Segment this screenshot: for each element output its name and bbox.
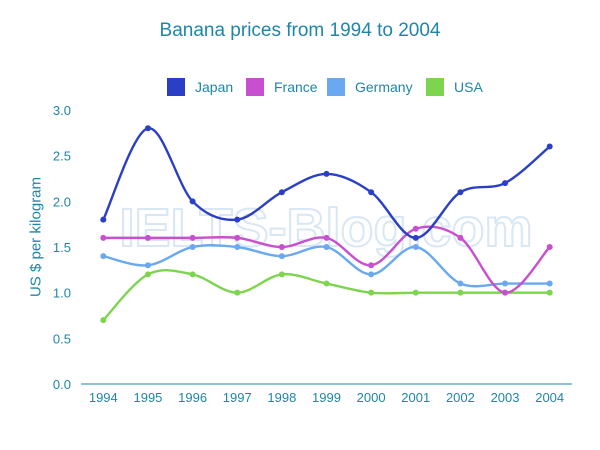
x-tick-label: 2004 — [535, 390, 564, 405]
data-point-japan — [323, 170, 330, 177]
data-point-france — [144, 234, 151, 241]
legend-label-usa: USA — [454, 79, 483, 95]
x-tick-label: 1994 — [89, 390, 118, 405]
series-line-usa — [102, 269, 550, 321]
x-tick-label: 1998 — [267, 390, 296, 405]
data-point-usa — [234, 289, 241, 296]
data-point-france — [189, 234, 196, 241]
x-tick-label: 2000 — [357, 390, 386, 405]
data-point-france — [323, 234, 330, 241]
legend-label-germany: Germany — [355, 79, 413, 95]
series-line-france — [103, 225, 551, 294]
data-point-japan — [502, 180, 509, 187]
data-point-japan — [100, 216, 107, 223]
data-point-germany — [323, 244, 330, 250]
x-tick-label: 2001 — [401, 390, 430, 405]
chart-title: Banana prices from 1994 to 2004 — [159, 20, 441, 41]
legend-label-france: France — [274, 79, 318, 95]
legend-label-japan: Japan — [195, 79, 234, 95]
x-tick-label: 1996 — [178, 390, 207, 405]
legend-swatch-france — [246, 78, 264, 96]
legend-item-germany: Germany — [327, 78, 413, 96]
data-point-usa — [278, 271, 285, 278]
data-point-germany — [100, 253, 107, 260]
data-point-usa — [189, 271, 196, 278]
y-tick-label: 0.5 — [53, 331, 71, 346]
data-point-japan — [144, 125, 151, 132]
legend-swatch-japan — [167, 78, 185, 96]
data-point-germany — [546, 280, 553, 287]
x-tick-label: 1995 — [133, 390, 162, 405]
data-point-japan — [457, 189, 464, 196]
data-point-usa — [368, 289, 375, 296]
x-tick-label: 2003 — [491, 390, 520, 405]
y-tick-label: 2.0 — [53, 194, 71, 209]
data-point-usa — [457, 289, 464, 296]
data-point-japan — [278, 189, 285, 196]
legend-swatch-germany — [327, 78, 345, 96]
data-point-japan — [412, 234, 419, 241]
legend-item-france: France — [246, 78, 318, 96]
data-point-germany — [234, 244, 241, 250]
data-point-germany — [368, 271, 375, 278]
data-point-germany — [502, 280, 509, 287]
data-point-france — [100, 234, 107, 241]
data-point-france — [368, 262, 375, 269]
data-point-germany — [189, 244, 196, 250]
data-point-france — [278, 244, 285, 250]
data-point-france — [502, 289, 509, 296]
data-point-japan — [546, 143, 553, 150]
data-point-japan — [189, 198, 196, 205]
x-tick-label: 1999 — [312, 390, 341, 405]
data-point-germany — [144, 262, 151, 269]
x-tick-label: 2002 — [446, 390, 475, 405]
data-point-usa — [546, 289, 553, 296]
data-point-germany — [457, 280, 464, 287]
data-point-france — [412, 225, 419, 232]
y-tick-label: 3.0 — [53, 103, 71, 118]
data-point-france — [234, 234, 241, 241]
y-tick-label: 1.0 — [53, 286, 71, 301]
data-point-usa — [144, 271, 151, 278]
data-point-usa — [412, 289, 419, 296]
data-point-france — [546, 244, 553, 250]
data-point-japan — [234, 216, 241, 223]
data-point-usa — [323, 280, 330, 287]
data-point-germany — [278, 253, 285, 260]
data-point-usa — [100, 317, 107, 324]
data-point-japan — [368, 189, 375, 196]
y-tick-label: 0.0 — [53, 377, 71, 392]
x-tick-label: 1997 — [223, 390, 252, 405]
y-tick-label: 2.5 — [53, 149, 71, 164]
legend-swatch-usa — [426, 78, 444, 96]
legend-item-usa: USA — [426, 78, 483, 96]
data-point-germany — [412, 244, 419, 250]
legend-item-japan: Japan — [167, 78, 233, 96]
y-tick-label: 1.5 — [53, 240, 71, 255]
data-point-france — [457, 234, 464, 241]
